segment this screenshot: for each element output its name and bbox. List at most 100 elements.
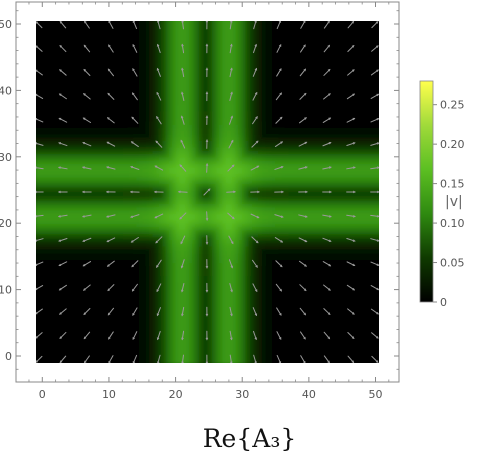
density-cell bbox=[368, 153, 373, 158]
density-cell bbox=[162, 282, 167, 287]
density-cell bbox=[168, 233, 173, 238]
density-cell bbox=[222, 186, 227, 191]
density-cell bbox=[332, 249, 337, 254]
density-cell bbox=[182, 209, 187, 214]
density-cell bbox=[255, 156, 260, 161]
density-cell bbox=[175, 322, 180, 327]
density-cell bbox=[262, 150, 267, 155]
density-cell bbox=[105, 183, 110, 188]
density-cell bbox=[302, 196, 307, 201]
density-cell bbox=[382, 193, 386, 197]
density-cell bbox=[348, 259, 353, 264]
density-cell bbox=[152, 170, 157, 174]
density-cell bbox=[185, 203, 190, 208]
density-cell bbox=[202, 229, 207, 234]
density-cell bbox=[378, 203, 379, 208]
density-cell bbox=[75, 216, 80, 221]
density-cell bbox=[92, 153, 97, 158]
density-cell bbox=[152, 203, 157, 208]
density-cell bbox=[225, 209, 230, 214]
density-cell bbox=[128, 209, 133, 214]
density-cell bbox=[108, 170, 113, 174]
density-cell bbox=[128, 256, 133, 261]
density-cell bbox=[275, 249, 280, 254]
density-cell bbox=[228, 306, 233, 311]
density-cell bbox=[205, 359, 210, 363]
density-cell bbox=[82, 183, 87, 188]
density-cell bbox=[108, 216, 113, 221]
density-cell bbox=[165, 186, 170, 191]
density-cell bbox=[165, 193, 170, 198]
density-cell bbox=[78, 163, 83, 168]
density-cell bbox=[178, 263, 183, 267]
density-cell bbox=[185, 226, 190, 231]
density-cell bbox=[178, 299, 183, 304]
density-cell bbox=[252, 223, 257, 228]
density-cell bbox=[152, 312, 157, 317]
density-cell bbox=[85, 160, 90, 165]
density-cell bbox=[165, 339, 170, 344]
density-cell bbox=[252, 306, 257, 311]
density-cell bbox=[62, 249, 67, 254]
density-cell bbox=[202, 170, 207, 174]
density-cell bbox=[235, 253, 240, 257]
density-cell bbox=[145, 206, 150, 211]
density-cell bbox=[208, 269, 213, 274]
density-cell bbox=[352, 186, 357, 191]
density-cell bbox=[252, 233, 257, 238]
density-cell bbox=[162, 279, 167, 284]
density-cell bbox=[235, 163, 240, 168]
density-cell bbox=[378, 256, 379, 261]
density-cell bbox=[58, 186, 63, 191]
density-cell bbox=[182, 160, 187, 165]
density-cell bbox=[138, 339, 143, 344]
density-cell bbox=[302, 233, 307, 238]
density-cell bbox=[222, 196, 227, 201]
density-cell bbox=[182, 359, 187, 363]
density-cell bbox=[178, 352, 183, 357]
density-cell bbox=[278, 246, 283, 251]
density-cell bbox=[72, 176, 77, 181]
density-cell bbox=[202, 206, 207, 211]
density-cell bbox=[145, 263, 150, 267]
density-cell bbox=[112, 160, 117, 165]
density-cell bbox=[368, 203, 373, 208]
density-cell bbox=[205, 223, 210, 228]
density-cell bbox=[355, 183, 360, 188]
density-cell bbox=[228, 273, 233, 277]
density-cell bbox=[272, 199, 277, 204]
density-cell bbox=[368, 209, 373, 214]
density-cell bbox=[145, 289, 150, 294]
density-cell bbox=[145, 339, 150, 344]
density-cell bbox=[195, 286, 200, 291]
density-cell bbox=[228, 349, 233, 354]
density-cell bbox=[145, 243, 150, 248]
density-cell bbox=[72, 253, 77, 257]
density-cell bbox=[272, 209, 277, 214]
density-cell bbox=[335, 160, 340, 165]
density-cell bbox=[95, 223, 100, 228]
density-cell bbox=[282, 243, 287, 248]
density-cell bbox=[262, 193, 267, 198]
density-cell bbox=[312, 256, 317, 261]
density-cell bbox=[152, 309, 157, 314]
density-cell bbox=[312, 243, 317, 248]
density-cell bbox=[348, 239, 353, 244]
density-cell bbox=[215, 329, 220, 334]
density-cell bbox=[258, 243, 263, 248]
density-cell bbox=[268, 223, 273, 228]
density-cell bbox=[315, 226, 320, 231]
density-cell bbox=[358, 150, 363, 155]
density-cell bbox=[238, 216, 243, 221]
density-cell bbox=[142, 306, 147, 311]
density-cell bbox=[102, 219, 107, 224]
density-cell bbox=[135, 342, 140, 347]
density-cell bbox=[115, 216, 120, 221]
density-cell bbox=[168, 249, 173, 254]
density-cell bbox=[375, 233, 379, 238]
density-cell bbox=[188, 243, 193, 248]
density-cell bbox=[228, 173, 233, 178]
density-cell bbox=[222, 243, 227, 248]
density-cell bbox=[265, 213, 270, 218]
density-cell bbox=[138, 153, 143, 158]
